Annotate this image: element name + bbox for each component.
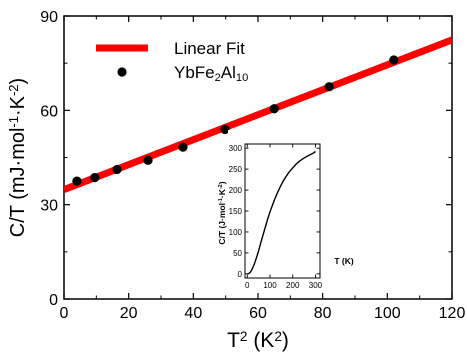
inset-background [228,130,438,292]
x-tick-label: 0 [60,305,69,322]
inset-y-axis-title-part-1: -1 [218,198,224,203]
x-axis-title-part-1: 2 [240,329,248,344]
inset-x-tick-label: 200 [286,281,300,290]
legend-data-label-part-1: 2 [215,72,221,84]
x-axis-title-part-3: 2 [274,329,282,344]
inset-y-axis-title-part-3: -2 [218,184,224,189]
x-axis-title: T2 (K2) [227,329,289,352]
inset-y-tick-label: 150 [229,207,243,216]
inset-x-tick-label: 0 [245,281,250,290]
y-tick-label: 60 [40,103,58,120]
x-tick-label: 40 [184,305,202,322]
y-axis-title-part-3: -2 [6,84,21,96]
inset-y-axis-title: C/T (J·mol-1·K-2) [217,181,227,244]
data-point [389,55,399,65]
legend-data-label-part-2: Al [221,63,236,82]
inset-curve [247,150,316,275]
linear-fit-line [64,36,452,193]
data-point [220,124,230,135]
x-tick-label: 120 [439,305,466,322]
data-point [178,142,188,152]
y-tick-label: 30 [40,198,58,215]
x-axis-title-part-2: (K [247,329,274,352]
y-axis-title-part-1: -1 [6,116,21,128]
data-point [72,176,82,186]
data-point [324,82,334,92]
y-axis-title-part-4: ) [7,78,29,85]
inset-y-tick-label: 250 [229,165,243,174]
y-axis-title-part-0: C/T (mJ·mol [7,128,29,238]
y-tick-label: 90 [40,9,58,26]
inset-y-axis-title-part-0: C/T (J·mol [217,203,227,245]
legend-data-label-part-0: YbFe [174,63,215,82]
inset-y-axis-title-part-4: ) [217,181,227,184]
inset-x-tick-label: 100 [263,281,277,290]
x-tick-label: 100 [374,305,401,322]
inset-x-tick-label: 300 [309,281,323,290]
x-tick-label: 20 [120,305,138,322]
y-axis-title-part-2: ·K [7,95,29,116]
data-point [269,104,279,114]
legend-data-marker [117,67,127,77]
inset-y-tick-label: 300 [229,144,243,153]
legend-data-label: YbFe2Al10 [174,63,248,84]
data-point [90,173,100,183]
x-axis-title-part-4: ) [282,329,289,352]
inset-y-tick-label: 100 [229,228,243,237]
y-axis-title: C/T (mJ·mol-1·K-2) [6,78,29,237]
x-tick-label: 60 [249,305,267,322]
x-axis-title-part-0: T [227,329,240,352]
legend-linear-fit-label: Linear Fit [174,39,245,58]
inset-y-tick-label: 200 [229,186,243,195]
y-tick-label: 0 [49,292,58,309]
legend-data-label-part-3: 10 [236,72,248,84]
inset-x-axis-title: T (K) [334,256,354,266]
data-point [143,155,153,165]
data-point [112,164,122,175]
inset-y-tick-label: 0 [238,270,243,279]
inset-y-axis-title-part-2: ·K [217,188,227,198]
inset-y-tick-label: 50 [233,249,242,258]
x-tick-label: 80 [314,305,332,322]
